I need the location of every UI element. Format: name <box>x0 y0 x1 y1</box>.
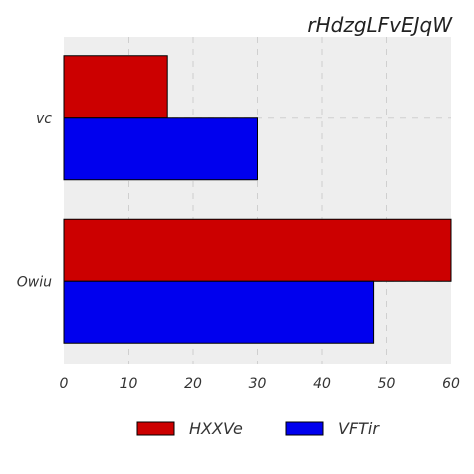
bars-group <box>63 55 452 344</box>
y-tick-label: Owiu <box>17 274 52 290</box>
legend-swatch <box>285 421 324 436</box>
x-tick-label: 10 <box>120 376 138 392</box>
legend: HXXVe VFTir <box>136 419 380 438</box>
x-tick-label: 0 <box>60 376 69 392</box>
x-tick-label: 60 <box>442 376 460 392</box>
x-tick-label: 50 <box>378 376 396 392</box>
bar-VFTir-Owiu <box>63 280 375 344</box>
y-tick-labels: vc Owiu <box>17 111 53 291</box>
chart-title: rHdzgLFvEJqW <box>307 13 453 37</box>
bar-VFTir-vc <box>63 117 258 181</box>
y-tick-label: vc <box>36 111 52 127</box>
legend-label: VFTir <box>338 419 380 438</box>
bar-HXXVe-vc <box>63 55 168 119</box>
x-tick-labels: 0 10 20 30 40 50 60 <box>60 376 460 392</box>
x-tick-label: 20 <box>184 376 202 392</box>
bar-HXXVe-Owiu <box>63 218 452 282</box>
legend-label: HXXVe <box>189 419 243 438</box>
x-tick-label: 30 <box>249 376 267 392</box>
x-tick-label: 40 <box>313 376 331 392</box>
legend-swatch <box>136 421 175 436</box>
